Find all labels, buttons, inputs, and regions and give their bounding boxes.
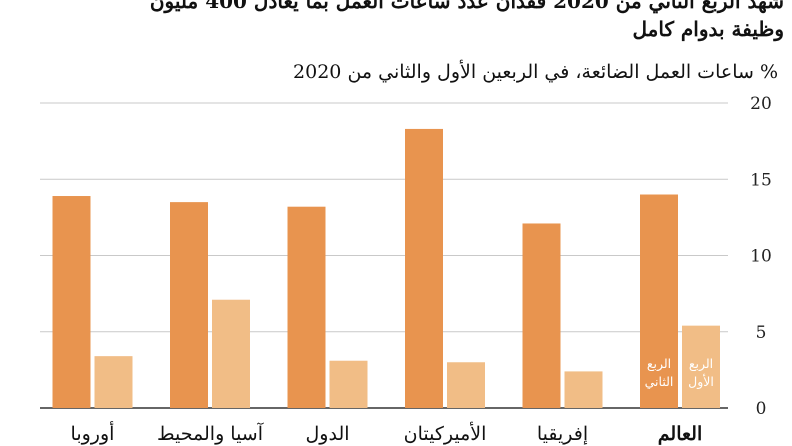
chart-subtitle: % ساعات العمل الضائعة، في الربعين الأول … (293, 61, 778, 83)
y-tick-label-5: 5 (756, 323, 767, 343)
bar-q1-1 (564, 371, 603, 408)
bar-q1-3 (329, 360, 368, 408)
bar-q2-1 (522, 223, 561, 408)
bar-q2-0 (640, 194, 678, 408)
y-tick-label-0: 0 (756, 399, 767, 419)
x-tick-label-5: أوروبا (71, 420, 115, 445)
bar-q2-2 (405, 128, 443, 409)
chart-title-line-1: شهد الربع الثاني من 2020 فقدان عدد ساعات… (149, 0, 784, 13)
x-tick-label-1: إفريقيا (537, 423, 588, 445)
legend-label-q2: الربع الثاني (645, 356, 674, 389)
x-tick-label-0: العالم (658, 423, 702, 445)
bar-q1-2 (447, 362, 485, 408)
bar-q2-4 (170, 202, 208, 408)
x-tick-label-4: آسيا والمحيط (157, 422, 264, 445)
bar-q1-5 (94, 356, 133, 408)
x-tick-label-3: الدول (305, 423, 349, 445)
y-tick-label-15: 15 (750, 170, 772, 190)
legend-label-q1: الربع الأول (688, 356, 714, 390)
bar-q2-3 (287, 206, 326, 408)
y-tick-label-10: 10 (750, 247, 772, 267)
chart-title-line-2: وظيفة بدوام كامل (632, 17, 784, 41)
bar-q2-5 (52, 196, 91, 408)
x-tick-label-2: الأميركيتان (404, 421, 487, 445)
bar-q1-4 (212, 299, 250, 408)
bar-q1-0 (682, 325, 720, 408)
y-tick-label-20: 20 (750, 94, 772, 114)
